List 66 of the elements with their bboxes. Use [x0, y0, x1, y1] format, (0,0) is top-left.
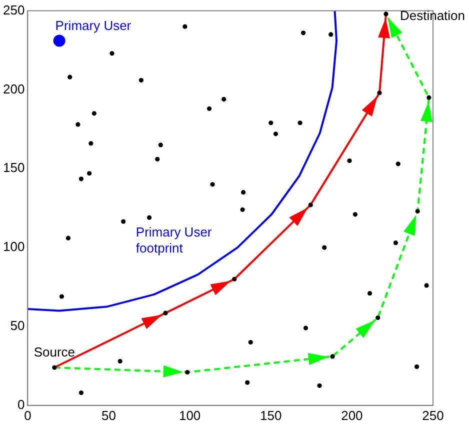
point: [241, 190, 246, 195]
point: [384, 12, 388, 16]
point: [59, 294, 64, 299]
point: [163, 310, 168, 316]
point: [317, 383, 322, 388]
point: [182, 24, 188, 29]
point: [424, 283, 429, 288]
point: [78, 390, 84, 396]
point: [301, 30, 306, 36]
x-tick-label: 150: [260, 408, 282, 423]
annotation: Source: [34, 344, 76, 360]
point: [92, 111, 96, 116]
point: [268, 120, 274, 126]
point: [367, 291, 372, 296]
point: [352, 212, 358, 217]
point: [206, 106, 212, 111]
point: [393, 240, 398, 246]
point: [76, 122, 80, 127]
annotation: Primary User footprint: [136, 224, 212, 256]
annotation: Primary User: [55, 18, 132, 33]
point: [53, 34, 66, 47]
point: [330, 354, 335, 359]
point: [121, 219, 126, 224]
point: [52, 365, 57, 370]
x-tick-label: 250: [422, 408, 444, 423]
point: [222, 96, 226, 102]
point: [155, 156, 160, 162]
point: [245, 380, 250, 385]
annotation: Destination: [400, 8, 466, 23]
point: [414, 364, 420, 370]
point: [88, 141, 94, 146]
y-tick-label: 0: [17, 396, 25, 412]
point: [110, 51, 114, 56]
point: [66, 236, 71, 240]
x-tick-label: 50: [102, 408, 116, 423]
point: [328, 32, 334, 37]
point: [146, 215, 152, 220]
point: [232, 276, 237, 282]
point: [68, 74, 72, 80]
point: [415, 208, 420, 214]
point: [377, 90, 382, 96]
x-tick-label: 200: [341, 408, 363, 423]
point: [240, 207, 245, 212]
y-tick-label: 150: [2, 160, 25, 176]
point: [376, 316, 380, 320]
y-tick-label: 100: [2, 239, 25, 254]
point: [298, 120, 302, 126]
point: [322, 245, 327, 250]
point: [185, 370, 190, 375]
point: [210, 182, 215, 187]
point: [426, 95, 432, 100]
x-tick-label: 100: [178, 408, 201, 423]
point: [78, 176, 84, 182]
point: [347, 158, 352, 164]
point: [118, 358, 122, 364]
point: [308, 202, 313, 208]
point: [86, 171, 92, 176]
y-tick-label: 200: [2, 81, 25, 96]
point: [158, 142, 163, 148]
point: [303, 326, 308, 330]
y-tick-label: 50: [10, 318, 25, 334]
point: [273, 132, 278, 136]
point: [248, 340, 253, 345]
point: [138, 78, 144, 83]
y-tick-label: 250: [2, 2, 25, 18]
point: [396, 162, 400, 166]
